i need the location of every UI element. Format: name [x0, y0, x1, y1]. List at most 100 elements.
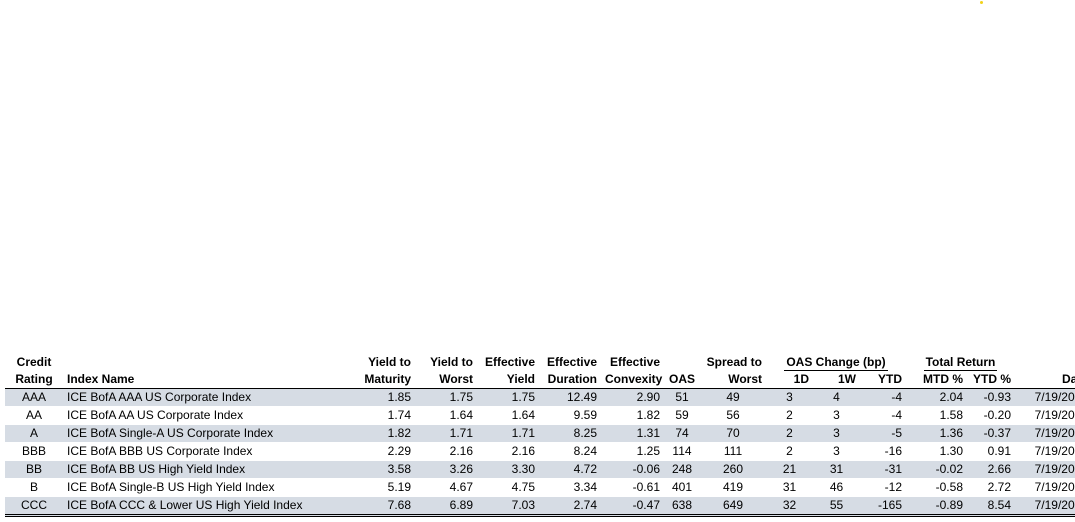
cell-ed: 8.25 [539, 424, 601, 443]
header-rating-top: Credit [16, 355, 52, 369]
cell-oas-ytd: -5 [860, 424, 906, 443]
cell-oas-ytd: -31 [860, 460, 906, 479]
cell-date: 7/19/2021 [1015, 406, 1075, 425]
header-ytd-pct: YTD % [967, 371, 1015, 389]
cell-ytm: 3.58 [335, 460, 415, 479]
cell-mtd: -0.89 [906, 496, 967, 517]
cell-oas: 51 [664, 388, 700, 407]
header-index-name: Index Name [63, 371, 335, 389]
table-row: AAA ICE BofA AAA US Corporate Index 1.85… [5, 388, 1075, 407]
cell-ed: 2.74 [539, 496, 601, 517]
table-row: A ICE BofA Single-A US Corporate Index 1… [5, 424, 1075, 443]
cell-ytd-pct: -0.37 [967, 424, 1015, 443]
credit-index-table: Credit Yield to Yield to Effective Effec… [5, 354, 1075, 517]
cell-mtd: 1.58 [906, 406, 967, 425]
cell-oas: 401 [664, 478, 700, 497]
cell-ec: 1.31 [601, 424, 664, 443]
cell-ey: 1.64 [477, 406, 539, 425]
cell-ytd-pct: 8.54 [967, 496, 1015, 517]
cell-ytd-pct: 2.66 [967, 460, 1015, 479]
cell-oas: 248 [664, 460, 700, 479]
cell-oas-1d: 21 [766, 460, 813, 479]
cell-index-name: ICE BofA AAA US Corporate Index [63, 388, 335, 407]
header-mtd: MTD % [906, 371, 967, 389]
cell-oas-ytd: -165 [860, 496, 906, 517]
oas-change-group-label: OAS Change (bp) [784, 355, 888, 371]
cell-ed: 3.34 [539, 478, 601, 497]
cell-ytm: 5.19 [335, 478, 415, 497]
cell-ec: 1.82 [601, 406, 664, 425]
cell-oas-1w: 3 [813, 442, 860, 461]
cell-date: 7/19/2021 [1015, 442, 1075, 461]
yellow-dot-marker [980, 1, 983, 4]
cell-index-name: ICE BofA Single-A US Corporate Index [63, 424, 335, 443]
header-rating-bottom: Rating [5, 371, 63, 389]
cell-oas-1w: 46 [813, 478, 860, 497]
cell-ytw: 1.71 [415, 424, 477, 443]
cell-oas: 638 [664, 496, 700, 517]
cell-ytm: 7.68 [335, 496, 415, 517]
cell-ey: 2.16 [477, 442, 539, 461]
table-row: CCC ICE BofA CCC & Lower US High Yield I… [5, 496, 1075, 517]
cell-oas-1d: 2 [766, 406, 813, 425]
cell-ec: -0.06 [601, 460, 664, 479]
header-ey-bottom: Yield [477, 371, 539, 389]
cell-stw: 649 [700, 496, 766, 517]
header-ed-bottom: Duration [539, 371, 601, 389]
header-date: Date [1015, 371, 1075, 389]
total-return-group-label: Total Return [923, 355, 998, 371]
cell-ytm: 2.29 [335, 442, 415, 461]
cell-oas-1w: 4 [813, 388, 860, 407]
header-oas-ytd: YTD [860, 371, 906, 389]
header-row-top: Credit Yield to Yield to Effective Effec… [5, 354, 1075, 371]
cell-date: 7/19/2021 [1015, 460, 1075, 479]
cell-oas-1d: 31 [766, 478, 813, 497]
header-ytm-top: Yield to [368, 355, 411, 369]
header-oas-1d: 1D [766, 371, 813, 389]
cell-index-name: ICE BofA CCC & Lower US High Yield Index [63, 496, 335, 517]
cell-index-name: ICE BofA AA US Corporate Index [63, 406, 335, 425]
cell-oas-ytd: -16 [860, 442, 906, 461]
cell-mtd: -0.02 [906, 460, 967, 479]
cell-ytm: 1.74 [335, 406, 415, 425]
cell-ed: 12.49 [539, 388, 601, 407]
header-ytm-bottom: Maturity [335, 371, 415, 389]
cell-rating: CCC [5, 496, 63, 517]
cell-ytw: 4.67 [415, 478, 477, 497]
cell-ytd-pct: 0.91 [967, 442, 1015, 461]
cell-oas-1d: 32 [766, 496, 813, 517]
cell-ytw: 1.75 [415, 388, 477, 407]
cell-ytw: 2.16 [415, 442, 477, 461]
cell-ey: 1.71 [477, 424, 539, 443]
cell-ytm: 1.82 [335, 424, 415, 443]
cell-ytd-pct: 2.72 [967, 478, 1015, 497]
header-oas: OAS [664, 371, 700, 389]
cell-oas: 114 [664, 442, 700, 461]
cell-ed: 4.72 [539, 460, 601, 479]
cell-index-name: ICE BofA BBB US Corporate Index [63, 442, 335, 461]
cell-index-name: ICE BofA Single-B US High Yield Index [63, 478, 335, 497]
cell-oas-1w: 3 [813, 424, 860, 443]
cell-ey: 4.75 [477, 478, 539, 497]
cell-oas-ytd: -12 [860, 478, 906, 497]
cell-stw: 260 [700, 460, 766, 479]
cell-ytw: 1.64 [415, 406, 477, 425]
table-row: B ICE BofA Single-B US High Yield Index … [5, 478, 1075, 497]
cell-oas-ytd: -4 [860, 406, 906, 425]
cell-ec: -0.47 [601, 496, 664, 517]
cell-oas-1w: 3 [813, 406, 860, 425]
cell-mtd: -0.58 [906, 478, 967, 497]
cell-rating: A [5, 424, 63, 443]
cell-ytw: 6.89 [415, 496, 477, 517]
cell-oas-1d: 2 [766, 424, 813, 443]
cell-stw: 56 [700, 406, 766, 425]
cell-ec: 1.25 [601, 442, 664, 461]
cell-date: 7/19/2021 [1015, 496, 1075, 517]
cell-ey: 3.30 [477, 460, 539, 479]
table-body: AAA ICE BofA AAA US Corporate Index 1.85… [5, 388, 1075, 517]
cell-oas-1d: 2 [766, 442, 813, 461]
cell-oas-ytd: -4 [860, 388, 906, 407]
cell-ey: 1.75 [477, 388, 539, 407]
cell-oas-1d: 3 [766, 388, 813, 407]
header-stw-bottom: Worst [700, 371, 766, 389]
